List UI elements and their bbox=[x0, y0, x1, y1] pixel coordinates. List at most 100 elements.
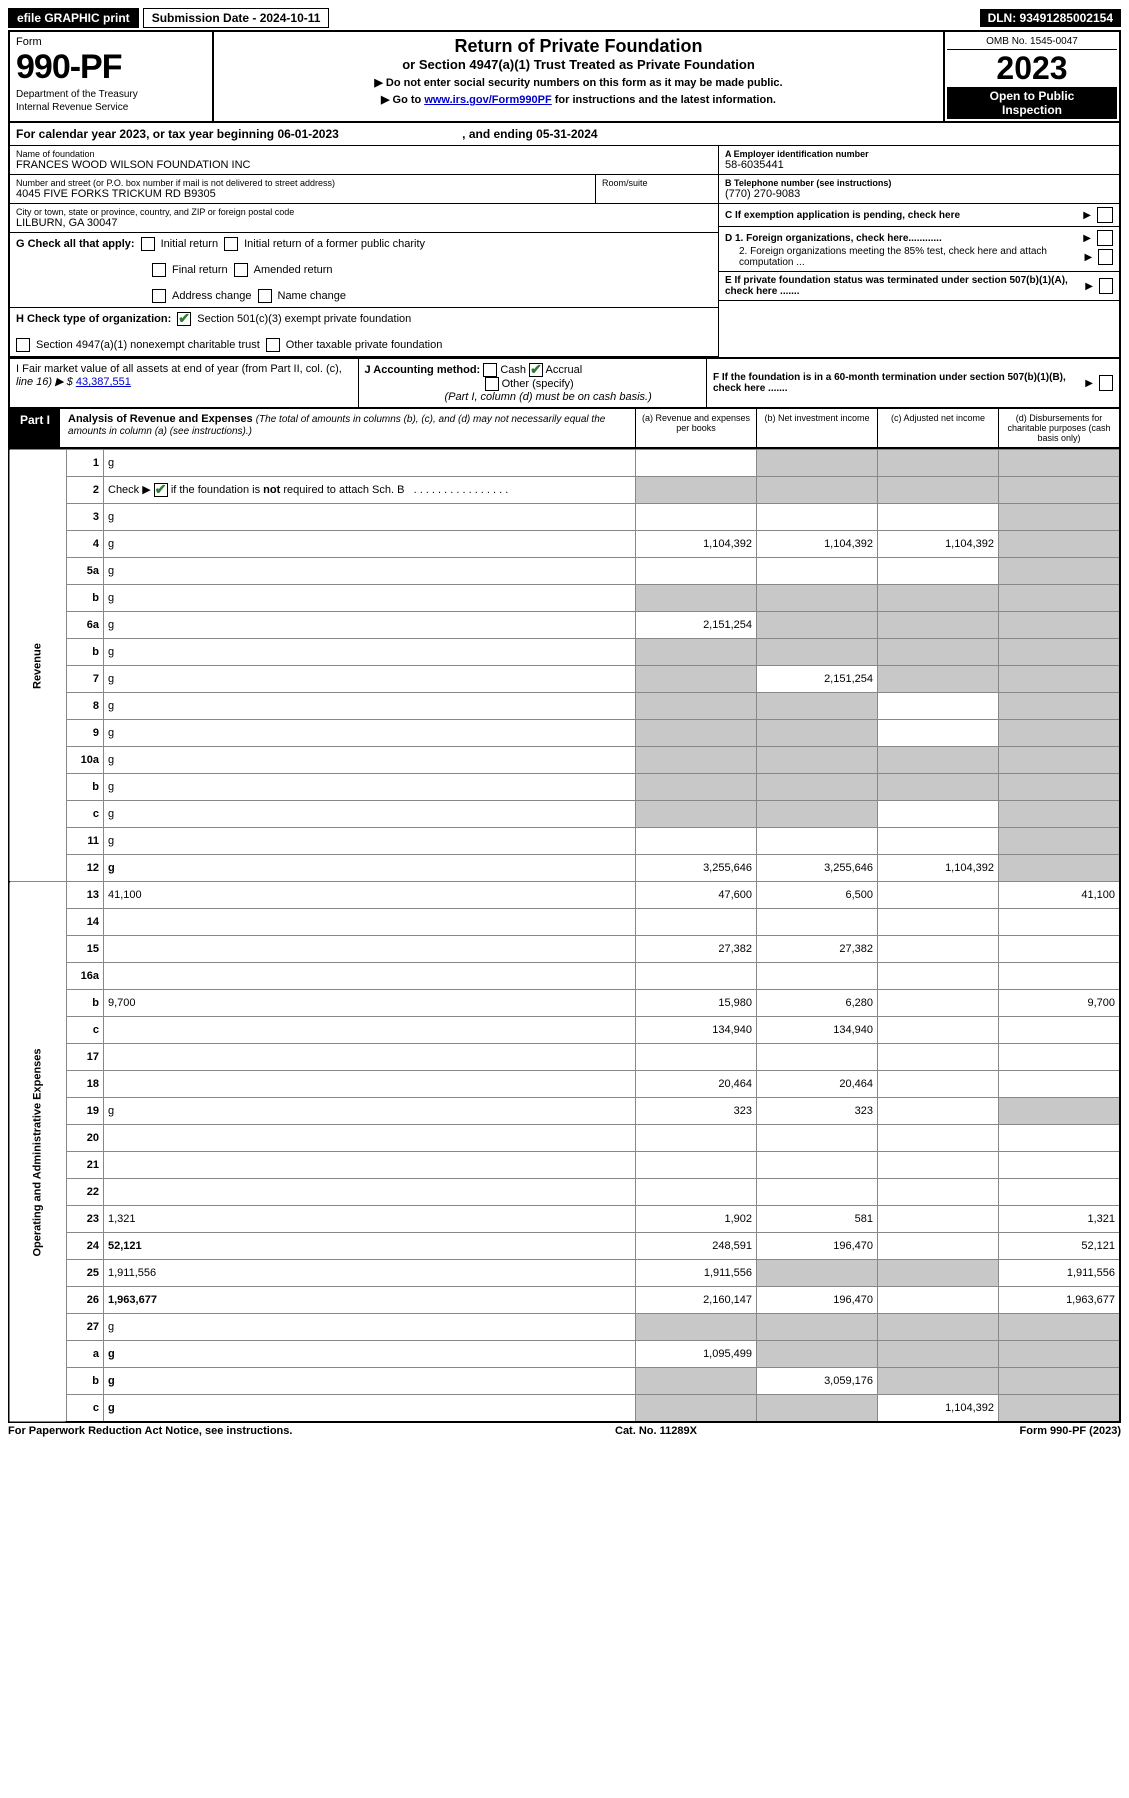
value-cell bbox=[999, 1368, 1121, 1395]
other-method-checkbox[interactable] bbox=[485, 377, 499, 391]
value-cell bbox=[757, 693, 878, 720]
value-cell bbox=[999, 450, 1121, 477]
line-number: 5a bbox=[67, 558, 104, 585]
value-cell bbox=[757, 1260, 878, 1287]
line-number: 11 bbox=[67, 828, 104, 855]
revenue-side-label: Revenue bbox=[9, 450, 67, 882]
dln-label: DLN: 93491285002154 bbox=[980, 9, 1121, 27]
e-label: E If private foundation status was termi… bbox=[725, 275, 1085, 297]
value-cell: 581 bbox=[757, 1206, 878, 1233]
501c3-checkbox[interactable] bbox=[177, 312, 191, 326]
d1-checkbox[interactable] bbox=[1097, 230, 1113, 246]
value-cell bbox=[757, 585, 878, 612]
value-cell: 1,104,392 bbox=[878, 531, 999, 558]
line-description: g bbox=[104, 558, 636, 585]
value-cell: 20,464 bbox=[757, 1071, 878, 1098]
value-cell bbox=[757, 774, 878, 801]
value-cell: 1,104,392 bbox=[636, 531, 757, 558]
g-opt-5: Name change bbox=[278, 290, 347, 302]
value-cell bbox=[757, 639, 878, 666]
efile-print-button[interactable]: efile GRAPHIC print bbox=[8, 8, 139, 28]
initial-former-checkbox[interactable] bbox=[224, 237, 238, 251]
value-cell bbox=[999, 1179, 1121, 1206]
cash-checkbox[interactable] bbox=[483, 363, 497, 377]
dept-treasury: Department of the Treasury bbox=[16, 89, 206, 100]
calyear-b: , and ending 05-31-2024 bbox=[462, 127, 597, 141]
value-cell bbox=[878, 450, 999, 477]
form-title: Return of Private Foundation bbox=[220, 36, 937, 57]
value-cell: 15,980 bbox=[636, 990, 757, 1017]
value-cell: 134,940 bbox=[636, 1017, 757, 1044]
value-cell: 2,160,147 bbox=[636, 1287, 757, 1314]
value-cell bbox=[636, 1152, 757, 1179]
line-description: 52,121 bbox=[104, 1233, 636, 1260]
fmv-value[interactable]: 43,387,551 bbox=[76, 376, 131, 388]
value-cell: 27,382 bbox=[636, 936, 757, 963]
value-cell bbox=[878, 882, 999, 909]
d2-checkbox[interactable] bbox=[1098, 249, 1113, 265]
final-return-checkbox[interactable] bbox=[152, 263, 166, 277]
line-number: 22 bbox=[67, 1179, 104, 1206]
line-number: 15 bbox=[67, 936, 104, 963]
j-cash: Cash bbox=[500, 364, 526, 376]
value-cell bbox=[878, 747, 999, 774]
value-cell: 27,382 bbox=[757, 936, 878, 963]
g-opt-4: Address change bbox=[172, 290, 252, 302]
value-cell bbox=[999, 477, 1121, 504]
line-description bbox=[104, 1152, 636, 1179]
value-cell bbox=[999, 1044, 1121, 1071]
value-cell: 1,104,392 bbox=[757, 531, 878, 558]
c-checkbox[interactable] bbox=[1097, 207, 1113, 223]
4947a1-checkbox[interactable] bbox=[16, 338, 30, 352]
value-cell bbox=[999, 1152, 1121, 1179]
f-checkbox[interactable] bbox=[1099, 375, 1113, 391]
d2-label: 2. Foreign organizations meeting the 85%… bbox=[739, 246, 1084, 268]
value-cell bbox=[999, 1314, 1121, 1341]
line-description: g bbox=[104, 747, 636, 774]
g-label: G Check all that apply: bbox=[16, 238, 135, 250]
g-opt-1: Initial return of a former public charit… bbox=[244, 238, 425, 250]
schb-not-required-checkbox[interactable] bbox=[154, 483, 168, 497]
line-number: b bbox=[67, 639, 104, 666]
line-number: 23 bbox=[67, 1206, 104, 1233]
e-checkbox[interactable] bbox=[1099, 278, 1113, 294]
line-description: g bbox=[104, 1368, 636, 1395]
form990pf-link[interactable]: www.irs.gov/Form990PF bbox=[424, 94, 551, 106]
ssn-note: ▶ Do not enter social security numbers o… bbox=[220, 76, 937, 89]
amended-return-checkbox[interactable] bbox=[234, 263, 248, 277]
dept-irs: Internal Revenue Service bbox=[16, 102, 206, 113]
i-line: line 16) ▶ $ bbox=[16, 376, 73, 388]
value-cell bbox=[878, 639, 999, 666]
catalog-number: Cat. No. 11289X bbox=[615, 1425, 697, 1437]
form990pf-link-text: www.irs.gov/Form990PF bbox=[424, 94, 551, 106]
value-cell bbox=[878, 1368, 999, 1395]
city: LILBURN, GA 30047 bbox=[16, 217, 712, 229]
line-description: 9,700 bbox=[104, 990, 636, 1017]
value-cell: 323 bbox=[636, 1098, 757, 1125]
line-description: 1,911,556 bbox=[104, 1260, 636, 1287]
line-description: g bbox=[104, 1314, 636, 1341]
value-cell bbox=[878, 1206, 999, 1233]
line-description: 1,963,677 bbox=[104, 1287, 636, 1314]
initial-return-checkbox[interactable] bbox=[141, 237, 155, 251]
line-number: 10a bbox=[67, 747, 104, 774]
value-cell bbox=[878, 1125, 999, 1152]
col-b-header: (b) Net investment income bbox=[756, 409, 877, 447]
value-cell bbox=[636, 720, 757, 747]
accrual-checkbox[interactable] bbox=[529, 363, 543, 377]
j-label: J Accounting method: bbox=[365, 364, 481, 376]
line-description bbox=[104, 1179, 636, 1206]
value-cell bbox=[999, 1098, 1121, 1125]
other-taxable-checkbox[interactable] bbox=[266, 338, 280, 352]
name-change-checkbox[interactable] bbox=[258, 289, 272, 303]
line-number: 6a bbox=[67, 612, 104, 639]
value-cell bbox=[999, 855, 1121, 882]
address-change-checkbox[interactable] bbox=[152, 289, 166, 303]
value-cell bbox=[636, 1395, 757, 1423]
value-cell bbox=[878, 1017, 999, 1044]
value-cell: 134,940 bbox=[757, 1017, 878, 1044]
line-number: 12 bbox=[67, 855, 104, 882]
value-cell: 196,470 bbox=[757, 1287, 878, 1314]
telephone: (770) 270-9083 bbox=[725, 188, 1113, 200]
value-cell bbox=[878, 720, 999, 747]
